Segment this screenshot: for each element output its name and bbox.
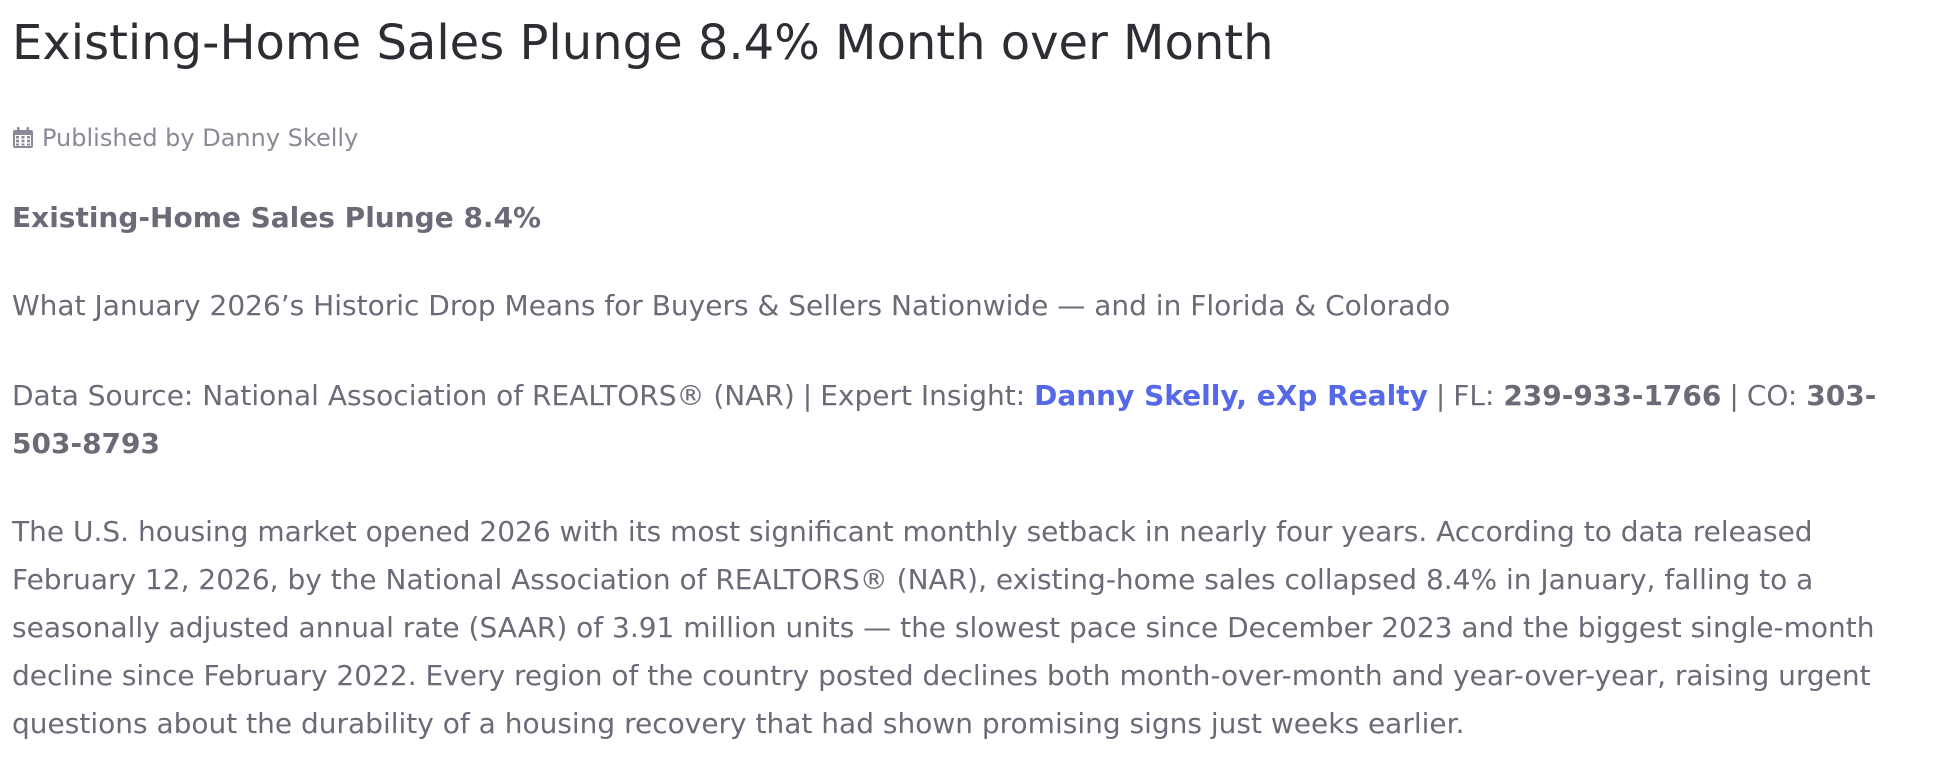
separator: | bbox=[1729, 379, 1739, 412]
data-source: Data Source: National Association of REA… bbox=[12, 379, 795, 412]
article-meta: Published by Danny Skelly bbox=[12, 120, 358, 156]
article-dek: What January 2026’s Historic Drop Means … bbox=[12, 289, 1451, 322]
co-label: CO: bbox=[1746, 379, 1807, 412]
fl-label: FL: bbox=[1453, 379, 1504, 412]
expert-label: Expert Insight: bbox=[820, 379, 1035, 412]
article-body: The U.S. housing market opened 2026 with… bbox=[12, 515, 1875, 740]
expert-name-link[interactable]: Danny Skelly, eXp Realty bbox=[1034, 379, 1428, 412]
article-title: Existing-Home Sales Plunge 8.4% Month ov… bbox=[12, 15, 1274, 71]
fl-phone: 239-933-1766 bbox=[1503, 379, 1722, 412]
calendar-icon bbox=[12, 127, 34, 149]
published-by: Published by Danny Skelly bbox=[42, 124, 359, 152]
article-subhead: Existing-Home Sales Plunge 8.4% bbox=[12, 201, 542, 234]
separator: | bbox=[802, 379, 813, 412]
separator: | bbox=[1435, 379, 1446, 412]
co-phone: 303-503-8793 bbox=[12, 379, 1877, 460]
source-line: Data Source: National Association of REA… bbox=[12, 372, 1928, 468]
